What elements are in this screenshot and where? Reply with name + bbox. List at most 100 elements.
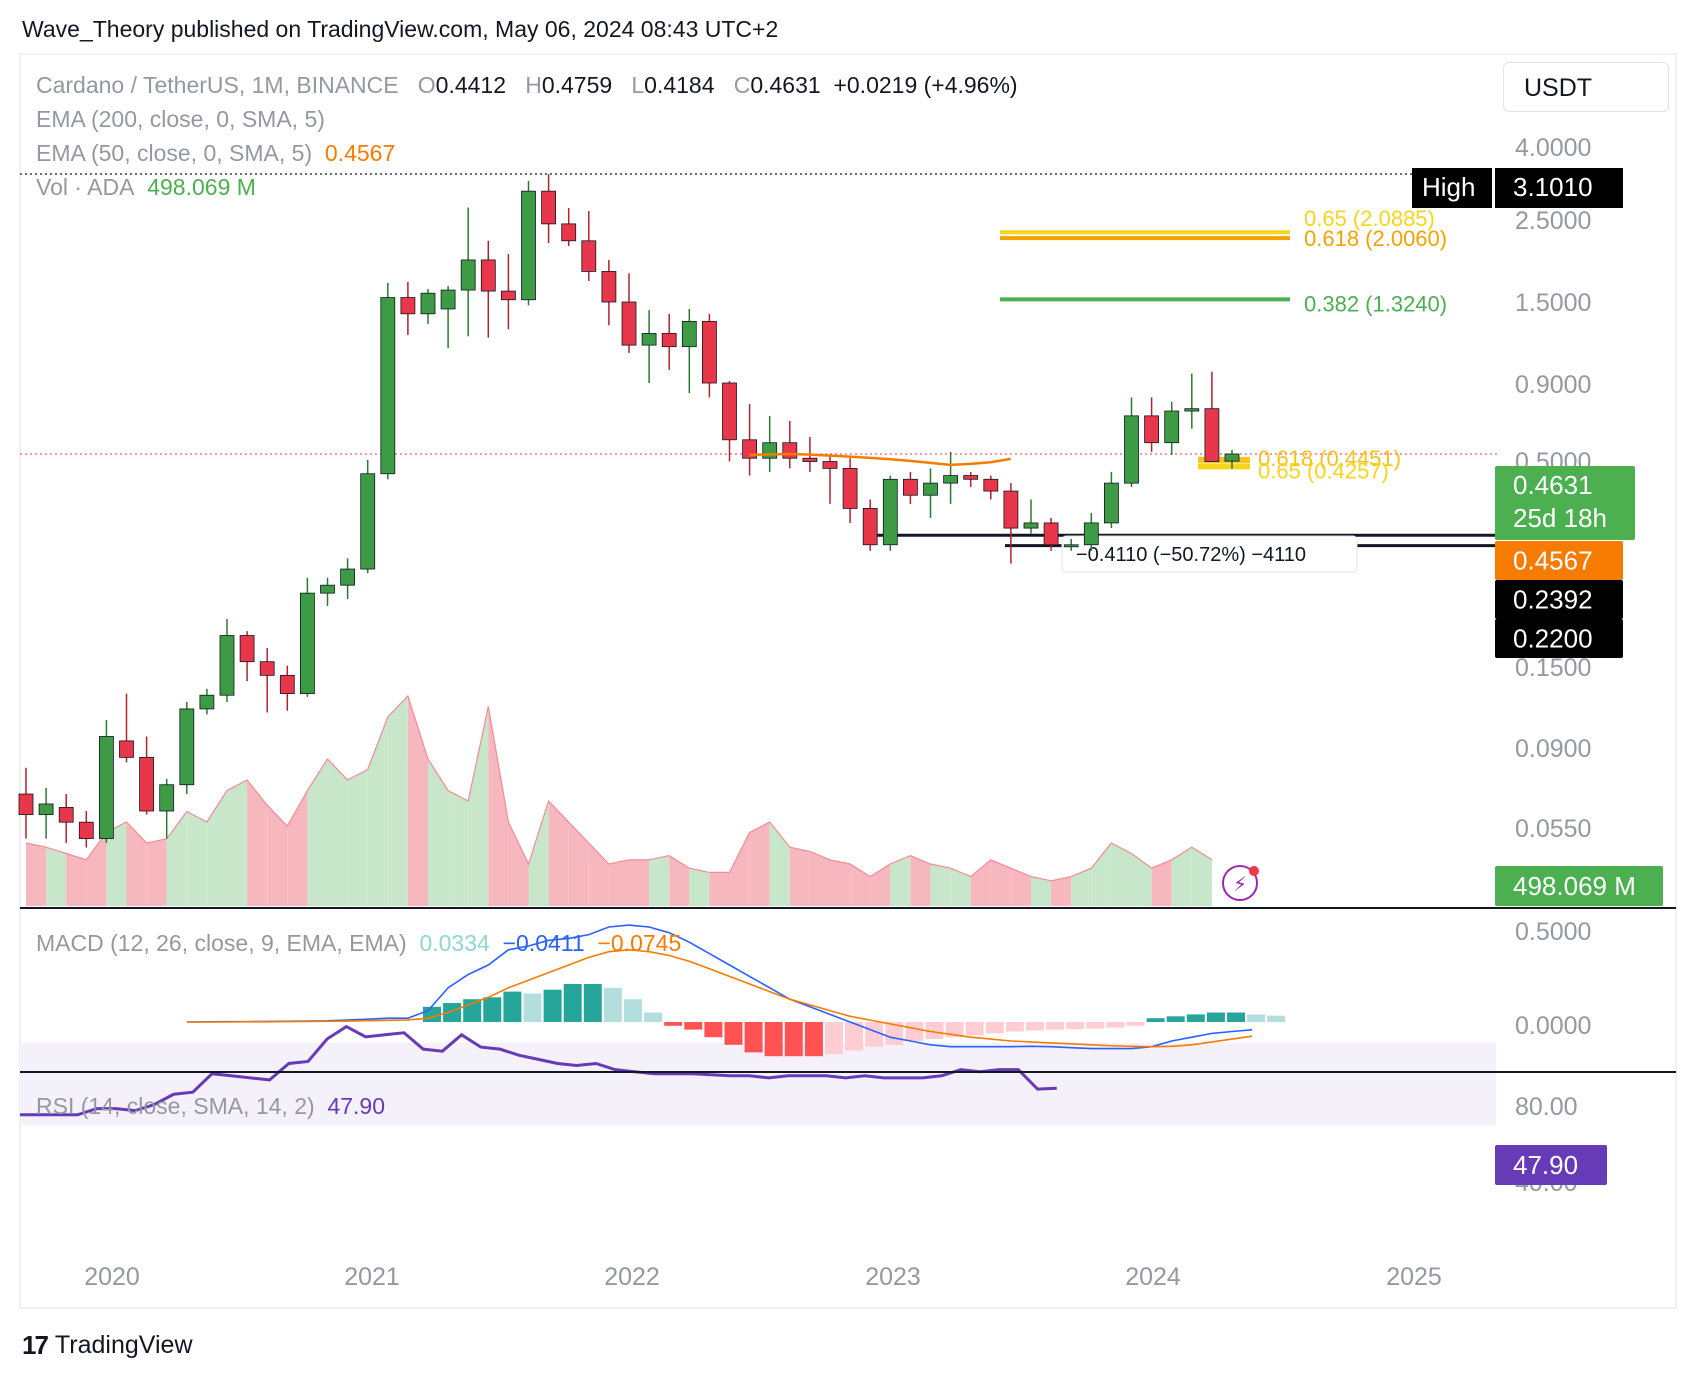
candle-body [420, 292, 436, 315]
candle-body [299, 592, 315, 694]
macd-pane [186, 924, 1286, 1057]
volume-segment [830, 859, 851, 906]
volume-segment [669, 855, 690, 906]
candle [500, 254, 516, 330]
candle [58, 794, 74, 843]
measure-label: −0.4110 (−50.72%) −4110 [1076, 544, 1306, 566]
rsi-axis-tick: 80.00 [1515, 1093, 1578, 1121]
candle [1063, 539, 1079, 551]
macd-histogram-bar [603, 987, 622, 1022]
ema50-tag-text: 0.4567 [1513, 546, 1593, 576]
volume-segment [1051, 876, 1072, 906]
candle-body [400, 297, 416, 315]
price-axis-tick: 0.1500 [1515, 654, 1591, 682]
candle-body [601, 271, 617, 303]
volume-segment [568, 822, 589, 906]
candle [943, 451, 958, 504]
candle-body [782, 442, 798, 459]
volume-tag-bg [1495, 866, 1663, 906]
candle [139, 736, 155, 815]
volume-segment [1010, 868, 1031, 906]
macd-histogram-bar [1066, 1022, 1085, 1030]
volume-segment [930, 864, 951, 906]
candle-body [1124, 415, 1139, 484]
volume-segment [106, 822, 127, 906]
candle-body [762, 442, 778, 459]
candle-body [1224, 453, 1240, 462]
candle [521, 180, 536, 306]
ema50-tag: 0.4567 [1495, 541, 1623, 580]
macd-value: −0.0411 [502, 930, 585, 956]
macd-histogram-bar [1046, 1022, 1065, 1030]
ema50-legend[interactable]: EMA (50, close, 0, SMA, 5) 0.4567 [36, 140, 395, 167]
macd-histogram-bar [1126, 1022, 1145, 1026]
candle [199, 688, 215, 715]
candle [299, 577, 315, 697]
brand-name: TradingView [54, 1331, 193, 1359]
macd-histogram-bar [724, 1022, 743, 1045]
candle [1083, 513, 1099, 551]
time-axis-tick: 2022 [604, 1263, 660, 1291]
macd-histogram-bar [1247, 1014, 1266, 1022]
rsi-pane [20, 1024, 1057, 1117]
candle [862, 499, 878, 551]
volume-segment [850, 864, 871, 906]
candle-body [99, 736, 114, 839]
rsi-legend[interactable]: RSI (14, close, SMA, 14, 2) 47.90 [36, 1093, 385, 1120]
volume-segment [709, 872, 730, 906]
candle-body [219, 635, 235, 696]
volume-segment [407, 696, 428, 906]
tradingview-brand[interactable]: 17 TradingView [22, 1330, 193, 1361]
ema50-line [749, 452, 1012, 467]
macd-legend[interactable]: MACD (12, 26, close, 9, EMA, EMA) 0.0334… [36, 930, 681, 957]
macd-histogram-bar [423, 1006, 441, 1022]
volume-legend[interactable]: Vol · ADA 498.069 M [36, 174, 256, 201]
symbol-legend: Cardano / TetherUS, 1M, BINANCE O0.4412 … [36, 72, 1018, 99]
candles[interactable] [18, 174, 1240, 848]
volume-segment [307, 759, 328, 906]
candle-body [380, 297, 396, 475]
symbol-name[interactable]: Cardano / TetherUS, 1M, BINANCE [36, 72, 399, 98]
volume-segment [1071, 868, 1092, 906]
macd-histogram-bar [825, 1022, 843, 1055]
ema200-legend[interactable]: EMA (200, close, 0, SMA, 5) [36, 106, 325, 133]
volume-segment [146, 838, 167, 906]
candle [380, 282, 396, 480]
candle [702, 313, 717, 398]
macd-histogram-bar [1186, 1014, 1205, 1022]
measure-box [1061, 535, 1358, 573]
macd-histogram-bar [1026, 1022, 1044, 1031]
high-tag-label: High [1422, 172, 1475, 202]
candle [18, 767, 34, 839]
volume-segment [950, 868, 971, 906]
macd-histogram-bar [563, 984, 582, 1022]
volume-segment [267, 805, 288, 906]
candle-body [842, 467, 858, 509]
candle [320, 577, 335, 606]
volume-segment [488, 706, 509, 906]
volume-segment [1031, 876, 1052, 906]
candle [219, 619, 235, 702]
volume-segment [789, 847, 810, 906]
rsi-value: 47.90 [327, 1093, 386, 1119]
macd-histogram-bar [503, 991, 522, 1022]
candle [179, 701, 195, 795]
candle-body [561, 223, 577, 242]
candle-body [1184, 408, 1200, 412]
high-label: H [525, 72, 542, 98]
macd-line [186, 924, 1253, 1050]
candle [99, 720, 114, 843]
close-label: C [733, 72, 751, 98]
candle [903, 471, 918, 504]
candle-body [681, 320, 697, 348]
candle [1144, 397, 1159, 452]
candle [78, 810, 94, 848]
candle-body [340, 568, 356, 586]
candle [581, 211, 597, 281]
volume-segment [166, 811, 187, 906]
macd-histogram-bar [1106, 1022, 1125, 1028]
candle-body [360, 473, 376, 570]
candle [681, 308, 697, 394]
currency-button[interactable]: USDT [1503, 62, 1669, 112]
